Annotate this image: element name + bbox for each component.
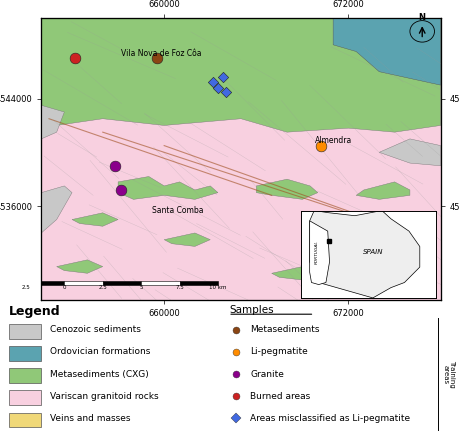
Text: 0: 0 xyxy=(62,285,66,290)
Point xyxy=(219,73,226,81)
Text: 10 km: 10 km xyxy=(209,285,227,290)
Point xyxy=(118,186,125,194)
Polygon shape xyxy=(310,221,330,284)
Polygon shape xyxy=(356,182,410,199)
Polygon shape xyxy=(41,105,64,139)
Text: Granite: Granite xyxy=(250,370,284,379)
Text: Metasediments: Metasediments xyxy=(250,325,319,334)
Text: Ordovician formations: Ordovician formations xyxy=(50,347,151,357)
Text: Cenozoic sediments: Cenozoic sediments xyxy=(50,325,141,334)
FancyBboxPatch shape xyxy=(9,413,41,427)
Polygon shape xyxy=(118,177,218,199)
Bar xyxy=(179,281,218,285)
Text: Areas misclassified as Li-pegmatite: Areas misclassified as Li-pegmatite xyxy=(250,414,410,423)
Text: N: N xyxy=(419,13,425,22)
Point xyxy=(210,79,217,86)
Bar xyxy=(26,281,64,285)
Polygon shape xyxy=(41,186,72,233)
Text: Veins and masses: Veins and masses xyxy=(50,414,131,423)
FancyBboxPatch shape xyxy=(9,346,41,361)
Bar xyxy=(141,281,179,285)
Text: Li-pegmatite: Li-pegmatite xyxy=(250,347,308,357)
Polygon shape xyxy=(56,260,103,273)
Text: SPAIN: SPAIN xyxy=(363,249,383,254)
Point xyxy=(317,142,325,149)
Text: Training
areas: Training areas xyxy=(442,360,455,388)
Text: Samples: Samples xyxy=(230,305,274,314)
Text: Almendra: Almendra xyxy=(315,136,352,145)
Point xyxy=(153,55,160,62)
Polygon shape xyxy=(272,267,318,280)
Text: Burned areas: Burned areas xyxy=(250,392,310,401)
FancyBboxPatch shape xyxy=(9,368,41,383)
Polygon shape xyxy=(379,139,441,166)
Polygon shape xyxy=(310,211,420,298)
Text: Legend: Legend xyxy=(9,305,61,318)
Polygon shape xyxy=(164,233,210,246)
Text: 2.5: 2.5 xyxy=(98,285,107,290)
Text: Variscan granitoid rocks: Variscan granitoid rocks xyxy=(50,392,159,401)
Text: 2.5: 2.5 xyxy=(22,285,30,290)
Polygon shape xyxy=(41,18,441,132)
Text: Santa Comba: Santa Comba xyxy=(152,206,203,215)
Bar xyxy=(64,281,103,285)
Point xyxy=(112,162,119,169)
Bar xyxy=(103,281,141,285)
Text: 7.5: 7.5 xyxy=(175,285,184,290)
Polygon shape xyxy=(72,213,118,226)
Polygon shape xyxy=(256,179,318,199)
FancyBboxPatch shape xyxy=(9,324,41,339)
Text: 5: 5 xyxy=(140,285,143,290)
Point xyxy=(214,84,222,91)
Text: PORTUGAL: PORTUGAL xyxy=(315,240,319,263)
Point xyxy=(222,88,230,95)
Point xyxy=(72,55,79,62)
FancyBboxPatch shape xyxy=(9,390,41,405)
Text: Metasediments (CXG): Metasediments (CXG) xyxy=(50,370,149,379)
Polygon shape xyxy=(333,18,441,85)
Text: Vila Nova de Foz Côa: Vila Nova de Foz Côa xyxy=(121,48,202,57)
